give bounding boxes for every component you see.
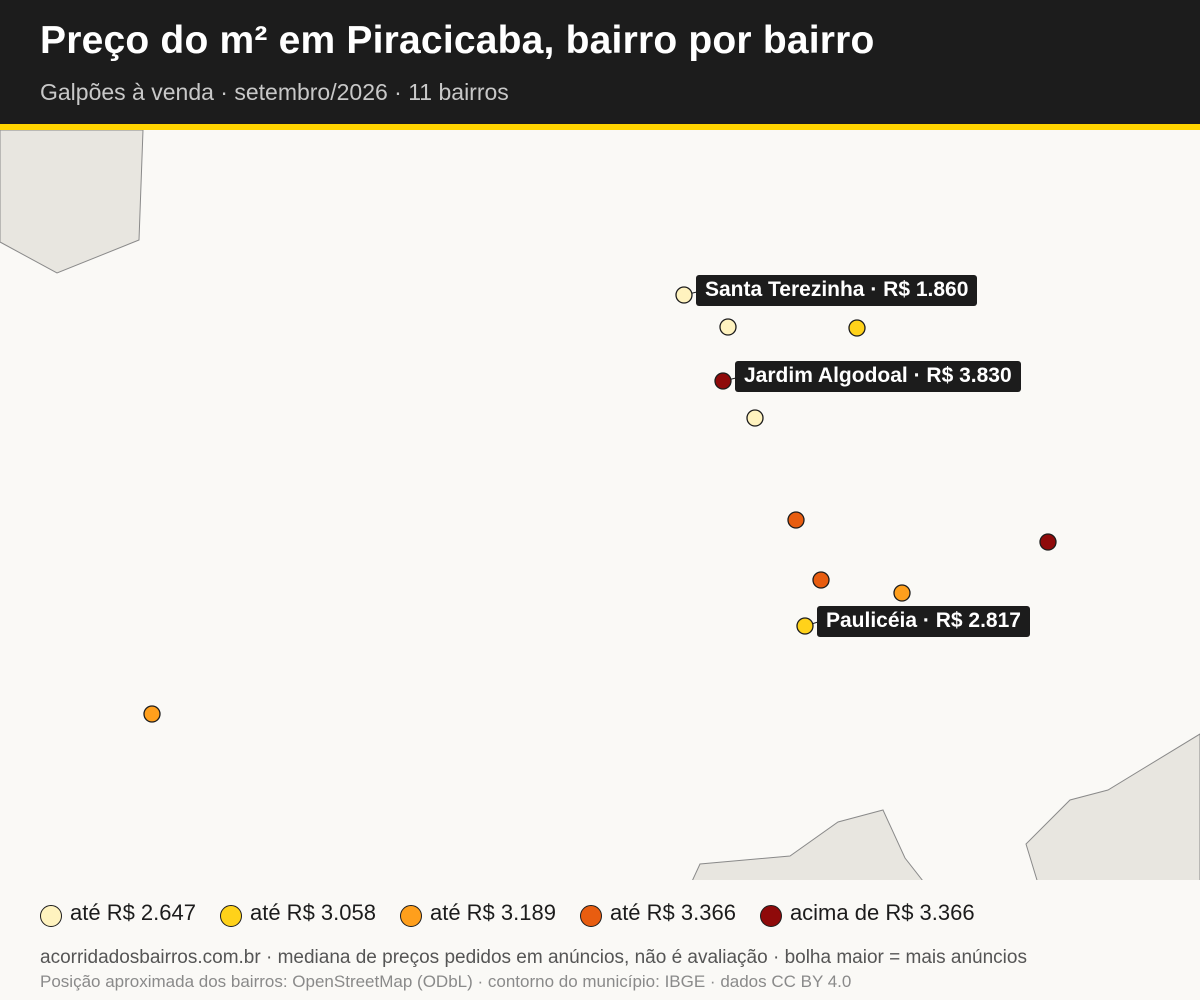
bairro-bubble[interactable]: [848, 319, 866, 337]
legend-swatch: [40, 905, 62, 927]
bairro-bubble[interactable]: [812, 571, 830, 589]
footer-attribution: Posição aproximada dos bairros: OpenStre…: [40, 972, 852, 991]
bairro-bubble[interactable]: [787, 511, 805, 529]
outside-region-northwest: [0, 130, 144, 274]
header: Preço do m² em Piracicaba, bairro por ba…: [0, 0, 1200, 124]
bairro-bubble[interactable]: [796, 617, 814, 635]
legend-swatch: [759, 905, 782, 927]
bairro-bubble[interactable]: [143, 705, 161, 723]
outside-region-south: [692, 809, 923, 880]
bairro-bubble[interactable]: [714, 372, 732, 390]
legend-item: acima de R$ 3.366: [759, 899, 975, 927]
legend-item: até R$ 3.058: [219, 899, 376, 927]
legend-label: até R$ 2.647: [70, 900, 196, 925]
legend-label: até R$ 3.058: [249, 900, 376, 925]
legend: até R$ 2.647 até R$ 3.058 até R$ 3.189 a…: [40, 896, 999, 930]
header-accent-bar: [0, 124, 1200, 130]
bairro-bubble[interactable]: [675, 286, 693, 304]
legend-label: acima de R$ 3.366: [789, 900, 975, 925]
legend-item: até R$ 2.647: [40, 899, 196, 927]
legend-swatch: [399, 905, 422, 927]
legend-item: até R$ 3.366: [579, 899, 736, 927]
legend-label: até R$ 3.366: [609, 900, 736, 925]
footer-source-note: acorridadosbairros.com.br · mediana de p…: [40, 947, 1027, 968]
map-subtitle: Galpões à venda · setembro/2026 · 11 bai…: [40, 79, 509, 105]
legend-item: até R$ 3.189: [399, 899, 556, 927]
map-area[interactable]: Santa Terezinha · R$ 1.860 Jardim Algodo…: [0, 130, 1200, 880]
legend-swatch: [579, 905, 602, 927]
outside-region-southeast: [1025, 733, 1200, 880]
legend-label: até R$ 3.189: [429, 900, 556, 925]
municipality-map: [0, 130, 1200, 880]
bairro-label-pauliceia: Paulicéia · R$ 2.817: [817, 606, 1030, 637]
bairro-bubble[interactable]: [719, 318, 737, 336]
bairro-bubble[interactable]: [893, 584, 911, 602]
map-title: Preço do m² em Piracicaba, bairro por ba…: [40, 19, 875, 62]
bairro-label-jardim-algodoal: Jardim Algodoal · R$ 3.830: [735, 361, 1021, 392]
bairro-bubble[interactable]: [1039, 533, 1057, 551]
bairro-bubble[interactable]: [746, 409, 764, 427]
bairro-label-santa-terezinha: Santa Terezinha · R$ 1.860: [696, 275, 978, 306]
legend-swatch: [219, 905, 242, 927]
